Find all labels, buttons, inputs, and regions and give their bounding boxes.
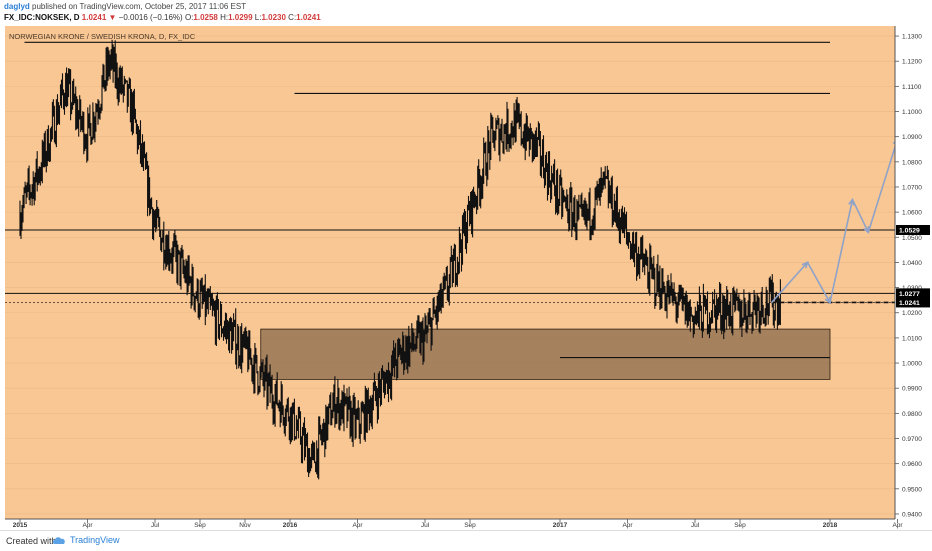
price-tick-label: 0.9400 <box>902 511 922 518</box>
close-value: 1.0241 <box>296 13 321 22</box>
author-username[interactable]: daglyd <box>4 2 30 11</box>
time-tick-label: Sep <box>464 522 476 529</box>
price-tick-label: 1.0500 <box>902 235 922 242</box>
price-tick-label: 1.0100 <box>902 335 922 342</box>
price-axis[interactable] <box>895 26 932 530</box>
price-candles <box>19 39 781 480</box>
price-chart[interactable]: 1.1300 1.1200 1.1100 1.1000 1.0900 1.0800 1.07… <box>0 26 932 530</box>
cloud-icon <box>52 537 65 545</box>
high-value: 1.0299 <box>228 13 253 22</box>
price-tick-label: 0.9800 <box>902 411 922 418</box>
price-tick-label: 0.9700 <box>902 436 922 443</box>
price-tick-label: 1.0800 <box>902 159 922 166</box>
price-tag <box>896 288 930 299</box>
price-tick-label: 1.0700 <box>902 184 922 191</box>
chart-header: daglyd published on TradingView.com, Oct… <box>0 0 932 26</box>
price-tags: 1.0529 1.0277 1.0241 <box>896 224 930 308</box>
low-label: L: <box>254 13 262 22</box>
price-tag-label: 1.0277 <box>899 291 920 298</box>
time-tick-label: Sep <box>194 522 206 529</box>
time-axis-labels: 2015 Apr Jul Sep Nov 2016 Apr Jul Sep 2017 Apr Jul S… <box>13 519 903 529</box>
price-tick-label: 1.0900 <box>902 134 922 141</box>
last-price: 1.0241 <box>81 13 107 22</box>
price-change: −0.0016 (−0.16%) <box>118 13 183 22</box>
open-value: 1.0258 <box>193 13 218 22</box>
time-tick-label: Sep <box>734 522 746 529</box>
projection-arrowhead <box>863 226 870 234</box>
time-tick-label: Apr <box>352 522 363 529</box>
time-tick-label: Apr <box>82 522 93 529</box>
time-tick-label: Jul <box>421 522 430 529</box>
time-tick-label: Apr <box>622 522 633 529</box>
time-tick-label: Apr <box>892 522 903 529</box>
high-label: H: <box>220 13 229 22</box>
time-tick-label: Jul <box>151 522 160 529</box>
ohlc-line: FX_IDC:NOKSEK, D 1.0241 ▼ −0.0016 (−0.16… <box>4 13 321 23</box>
price-tick-label: 1.0200 <box>902 310 922 317</box>
support-zone-box <box>260 328 831 380</box>
price-tick-label: 1.1000 <box>902 109 922 116</box>
projection-arrowhead <box>848 197 855 206</box>
price-tag-label: 1.0241 <box>899 300 920 307</box>
price-tick-label: 0.9900 <box>902 386 922 393</box>
price-tick-label: 0.9600 <box>902 461 922 468</box>
low-value: 1.0230 <box>261 13 286 22</box>
projection-arrowhead <box>801 261 809 269</box>
created-with-text: Created with <box>6 536 57 546</box>
price-tick-label: 1.0000 <box>902 361 922 368</box>
price-tag <box>896 224 930 235</box>
time-tick-label: 2016 <box>283 522 298 529</box>
time-tick-label: 2017 <box>553 522 568 529</box>
published-text: published on TradingView.com, October 25… <box>32 2 247 11</box>
time-axis[interactable] <box>5 519 895 530</box>
close-label: C: <box>288 13 297 22</box>
price-tick-label: 1.0600 <box>902 210 922 217</box>
price-tick-label: 1.1100 <box>902 84 922 91</box>
open-label: O: <box>184 13 194 22</box>
footer: Created with TradingView <box>0 530 932 551</box>
time-tick-label: Nov <box>239 522 251 529</box>
price-tick-label: 1.1200 <box>902 59 922 66</box>
price-tag <box>896 297 930 308</box>
candle-wicks <box>19 39 781 480</box>
price-axis-labels: 1.1300 1.1200 1.1100 1.1000 1.0900 1.0800 1.07… <box>895 34 922 518</box>
price-tick-label: 1.0400 <box>902 260 922 267</box>
projection-arrowhead <box>824 296 831 305</box>
projection-line <box>770 138 899 304</box>
price-tick-label: 1.1300 <box>902 34 922 41</box>
symbol-label: FX_IDC:NOKSEK, D <box>4 13 80 22</box>
chart-title: NORWEGIAN KRONE / SWEDISH KRONA, D, FX_I… <box>9 32 196 41</box>
publish-info: daglyd published on TradingView.com, Oct… <box>4 2 246 12</box>
chart-area[interactable]: 1.1300 1.1200 1.1100 1.1000 1.0900 1.0800 1.07… <box>0 26 932 530</box>
time-tick-label: 2015 <box>13 522 28 529</box>
time-tick-label: Jul <box>691 522 700 529</box>
time-tick-label: 2018 <box>823 522 838 529</box>
change-arrow-icon: ▼ <box>108 13 117 22</box>
price-tag-label: 1.0529 <box>899 227 920 234</box>
tradingview-brand: TradingView <box>70 535 120 545</box>
price-tick-label: 0.9500 <box>902 486 922 493</box>
tradingview-logo[interactable]: TradingView <box>52 535 120 545</box>
